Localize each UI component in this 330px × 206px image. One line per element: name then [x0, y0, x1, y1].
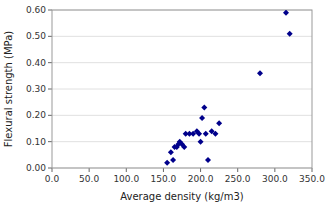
- grid-line: [52, 62, 312, 63]
- point: [164, 160, 170, 166]
- point: [199, 115, 205, 121]
- tick-label: 250.0: [225, 174, 251, 184]
- tick-label: 50.0: [79, 174, 99, 184]
- tick-mark: [89, 168, 90, 172]
- plot-frame: [52, 10, 312, 168]
- point: [283, 10, 289, 16]
- tick-label: 0.50: [26, 31, 46, 41]
- point: [168, 149, 174, 155]
- point: [205, 157, 211, 163]
- chart: 0.00 0.10 0.20 0.30 0.40 0.50 0.60 0.0 50.0 100.0…: [0, 0, 330, 206]
- tick-mark: [48, 36, 52, 37]
- tick-mark: [48, 62, 52, 63]
- tick-label: 350.0: [299, 174, 325, 184]
- tick-mark: [237, 168, 238, 172]
- point: [198, 139, 204, 145]
- point: [203, 131, 209, 137]
- tick-label: 0.30: [26, 84, 46, 94]
- tick-mark: [274, 168, 275, 172]
- tick-label: 300.0: [262, 174, 288, 184]
- x-axis-label: Average density (kg/m3): [120, 191, 244, 202]
- tick-label: 0.20: [26, 110, 46, 120]
- point: [181, 144, 187, 150]
- tick-mark: [48, 89, 52, 90]
- point: [201, 104, 207, 110]
- tick-mark: [48, 141, 52, 142]
- tick-label: 0.0: [45, 174, 60, 184]
- tick-mark: [312, 168, 313, 172]
- points: [164, 10, 293, 166]
- tick-label: 200.0: [188, 174, 214, 184]
- tick-label: 100.0: [113, 174, 139, 184]
- tick-mark: [200, 168, 201, 172]
- tick-label: 0.60: [26, 5, 46, 15]
- tick-mark: [48, 10, 52, 11]
- tick-label: 150.0: [151, 174, 177, 184]
- point: [212, 131, 218, 137]
- tick-mark: [52, 168, 53, 172]
- plot-background: [52, 10, 312, 168]
- point: [287, 31, 293, 37]
- tick-label: 0.00: [26, 163, 46, 173]
- tick-mark: [48, 168, 52, 169]
- tick-mark: [163, 168, 164, 172]
- tick-mark: [126, 168, 127, 172]
- point: [196, 131, 202, 137]
- tick-mark: [48, 115, 52, 116]
- grid-line: [52, 115, 312, 116]
- point: [216, 120, 222, 126]
- tick-label: 0.10: [26, 137, 46, 147]
- point: [257, 70, 263, 76]
- tick-label: 0.40: [26, 58, 46, 68]
- point: [170, 157, 176, 163]
- grid-line: [52, 36, 312, 37]
- y-axis-label: Flexural strength (MPa): [3, 31, 14, 147]
- grid-line: [52, 89, 312, 90]
